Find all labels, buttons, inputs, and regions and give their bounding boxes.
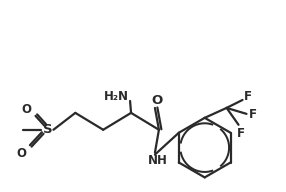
- Text: S: S: [43, 123, 52, 136]
- Text: O: O: [21, 103, 31, 116]
- Text: H₂N: H₂N: [104, 90, 129, 103]
- Text: O: O: [17, 147, 27, 160]
- Text: F: F: [243, 90, 251, 103]
- Text: F: F: [249, 108, 257, 121]
- Text: NH: NH: [148, 154, 168, 167]
- Text: F: F: [237, 127, 245, 140]
- Text: O: O: [151, 94, 162, 108]
